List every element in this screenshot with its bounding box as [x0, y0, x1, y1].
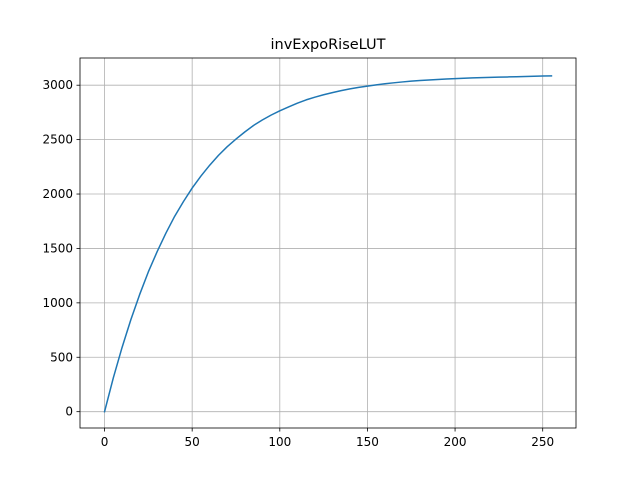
series-layer: [103, 75, 553, 413]
y-tick-label: 2000: [42, 187, 73, 201]
y-tick-label: 1000: [42, 296, 73, 310]
grid-lines: [80, 58, 576, 428]
chart-title: invExpoRiseLUT: [270, 37, 385, 53]
x-tick-label: 150: [356, 435, 379, 449]
plot-area-frame: [79, 57, 577, 429]
x-tick-label: 250: [531, 435, 554, 449]
x-tick-label: 100: [268, 435, 291, 449]
x-tick-label: 50: [185, 435, 200, 449]
y-tick-label: 2500: [42, 133, 73, 147]
y-tick-label: 500: [50, 350, 73, 364]
y-tick-label: 3000: [42, 78, 73, 92]
series-line: [103, 75, 553, 413]
y-tick-label: 1500: [42, 241, 73, 255]
x-tick-label: 0: [101, 435, 109, 449]
y-tick-label: 0: [65, 405, 73, 419]
x-tick-label: 200: [444, 435, 467, 449]
